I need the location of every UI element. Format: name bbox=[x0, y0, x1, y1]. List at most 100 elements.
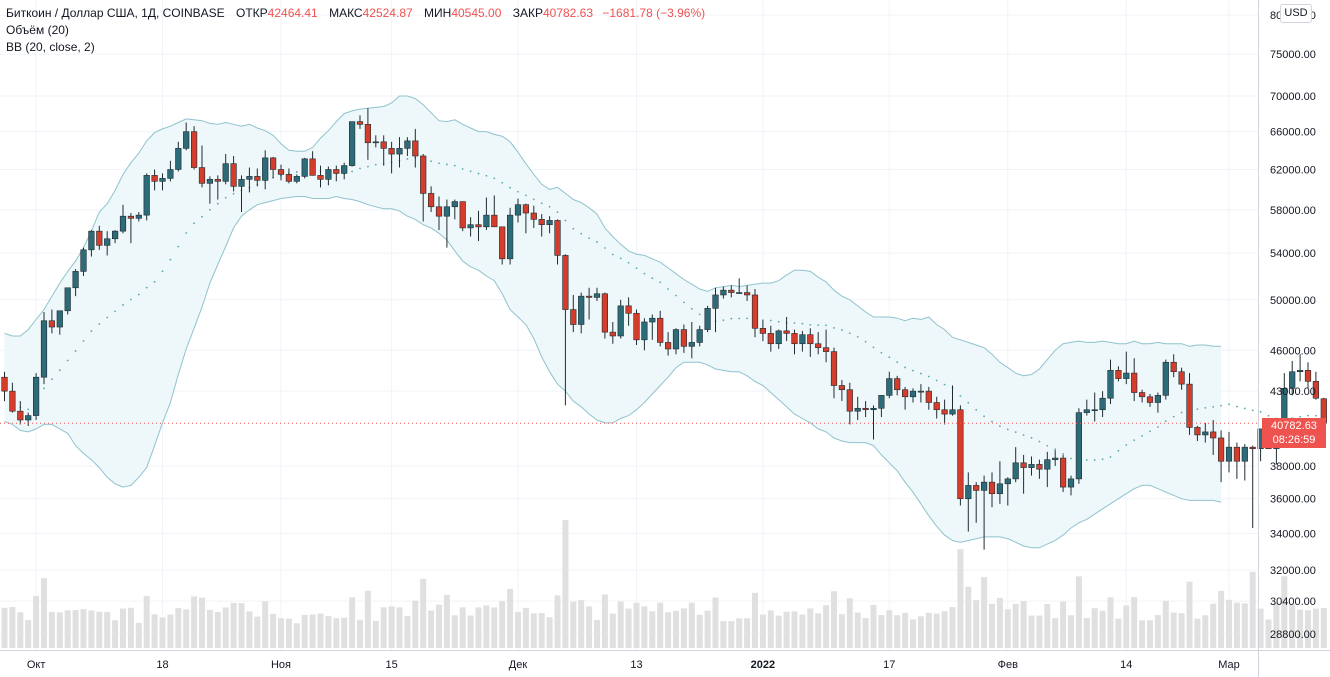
candle[interactable] bbox=[751, 294, 759, 329]
candle[interactable] bbox=[1052, 457, 1059, 460]
candle[interactable] bbox=[427, 193, 435, 208]
candle[interactable] bbox=[815, 343, 822, 348]
candle[interactable] bbox=[364, 124, 372, 144]
candle[interactable] bbox=[246, 176, 253, 180]
candle[interactable] bbox=[1162, 361, 1169, 396]
candle[interactable] bbox=[301, 158, 308, 177]
candle[interactable] bbox=[657, 317, 664, 343]
candle[interactable] bbox=[167, 169, 174, 179]
candle[interactable] bbox=[333, 169, 340, 174]
candle[interactable] bbox=[759, 328, 766, 334]
candle[interactable] bbox=[341, 165, 348, 174]
candle[interactable] bbox=[443, 206, 451, 217]
candle[interactable] bbox=[901, 389, 909, 398]
candle[interactable] bbox=[380, 141, 387, 149]
candle[interactable] bbox=[609, 331, 616, 337]
candle[interactable] bbox=[1312, 381, 1319, 399]
candle[interactable] bbox=[404, 140, 411, 149]
candle[interactable] bbox=[40, 320, 48, 378]
currency-button[interactable]: USD bbox=[1280, 4, 1312, 23]
candle[interactable] bbox=[965, 485, 972, 500]
candle[interactable] bbox=[309, 158, 316, 176]
candle[interactable] bbox=[949, 409, 956, 415]
candle[interactable] bbox=[269, 157, 277, 170]
candle[interactable] bbox=[159, 178, 166, 182]
candle[interactable] bbox=[1060, 457, 1067, 488]
candle[interactable] bbox=[680, 329, 687, 347]
candle[interactable] bbox=[135, 214, 142, 219]
candle[interactable] bbox=[1218, 437, 1225, 462]
candle[interactable] bbox=[104, 238, 111, 246]
candle[interactable] bbox=[957, 409, 964, 500]
candle[interactable] bbox=[980, 481, 988, 491]
candle[interactable] bbox=[1107, 370, 1114, 399]
candle[interactable] bbox=[807, 334, 814, 345]
candle[interactable] bbox=[372, 141, 379, 144]
candle[interactable] bbox=[783, 330, 790, 334]
candle[interactable] bbox=[1170, 361, 1177, 373]
candle[interactable] bbox=[838, 385, 845, 391]
candle[interactable] bbox=[1067, 478, 1075, 488]
candle[interactable] bbox=[546, 220, 553, 225]
candle[interactable] bbox=[720, 289, 727, 296]
candle[interactable] bbox=[641, 321, 648, 341]
candle[interactable] bbox=[854, 407, 861, 412]
candle[interactable] bbox=[214, 179, 221, 182]
candle[interactable] bbox=[80, 249, 87, 272]
candle[interactable] bbox=[672, 329, 680, 350]
candle[interactable] bbox=[1099, 397, 1106, 411]
candle[interactable] bbox=[1020, 462, 1027, 468]
candle[interactable] bbox=[254, 176, 261, 181]
candle[interactable] bbox=[191, 131, 198, 168]
candle[interactable] bbox=[822, 347, 830, 352]
candle[interactable] bbox=[293, 176, 300, 182]
candle[interactable] bbox=[775, 330, 782, 345]
candle[interactable] bbox=[799, 334, 806, 345]
candle[interactable] bbox=[886, 378, 893, 396]
candle[interactable] bbox=[1044, 459, 1051, 470]
candle[interactable] bbox=[491, 214, 498, 228]
candle[interactable] bbox=[1004, 478, 1011, 485]
candle[interactable] bbox=[704, 308, 711, 330]
candle[interactable] bbox=[1123, 372, 1130, 379]
candle[interactable] bbox=[530, 212, 537, 220]
candle[interactable] bbox=[1186, 383, 1193, 428]
candle[interactable] bbox=[988, 481, 996, 495]
candle[interactable] bbox=[522, 204, 529, 214]
candle[interactable] bbox=[119, 215, 127, 232]
candle[interactable] bbox=[1178, 371, 1185, 385]
candle[interactable] bbox=[1091, 409, 1098, 412]
candle[interactable] bbox=[506, 214, 514, 260]
candle[interactable] bbox=[862, 407, 869, 411]
candle[interactable] bbox=[554, 220, 561, 256]
candle[interactable] bbox=[1249, 446, 1256, 450]
candle[interactable] bbox=[728, 289, 735, 293]
candle[interactable] bbox=[230, 163, 237, 187]
candle[interactable] bbox=[112, 230, 119, 240]
candle[interactable] bbox=[925, 390, 932, 403]
candle[interactable] bbox=[617, 305, 624, 337]
candle[interactable] bbox=[625, 305, 632, 314]
candle[interactable] bbox=[973, 485, 980, 491]
candle[interactable] bbox=[570, 309, 577, 325]
candle[interactable] bbox=[238, 179, 245, 187]
bb-indicator-label[interactable]: BB (20, close, 2) bbox=[6, 40, 95, 54]
candle[interactable] bbox=[791, 333, 798, 345]
candle[interactable] bbox=[25, 415, 32, 421]
candle[interactable] bbox=[696, 329, 703, 343]
candle[interactable] bbox=[388, 148, 395, 155]
candle[interactable] bbox=[32, 376, 40, 416]
candle[interactable] bbox=[64, 287, 71, 312]
candle[interactable] bbox=[1210, 431, 1217, 439]
volume-indicator-label[interactable]: Объём (20) bbox=[6, 23, 69, 37]
candle[interactable] bbox=[412, 140, 419, 157]
candle[interactable] bbox=[633, 312, 640, 341]
candle[interactable] bbox=[396, 148, 403, 155]
candle[interactable] bbox=[578, 295, 585, 325]
candle[interactable] bbox=[1146, 396, 1154, 403]
candle[interactable] bbox=[1304, 370, 1312, 382]
candle[interactable] bbox=[743, 292, 751, 296]
candle[interactable] bbox=[475, 224, 482, 228]
candle[interactable] bbox=[356, 121, 364, 125]
